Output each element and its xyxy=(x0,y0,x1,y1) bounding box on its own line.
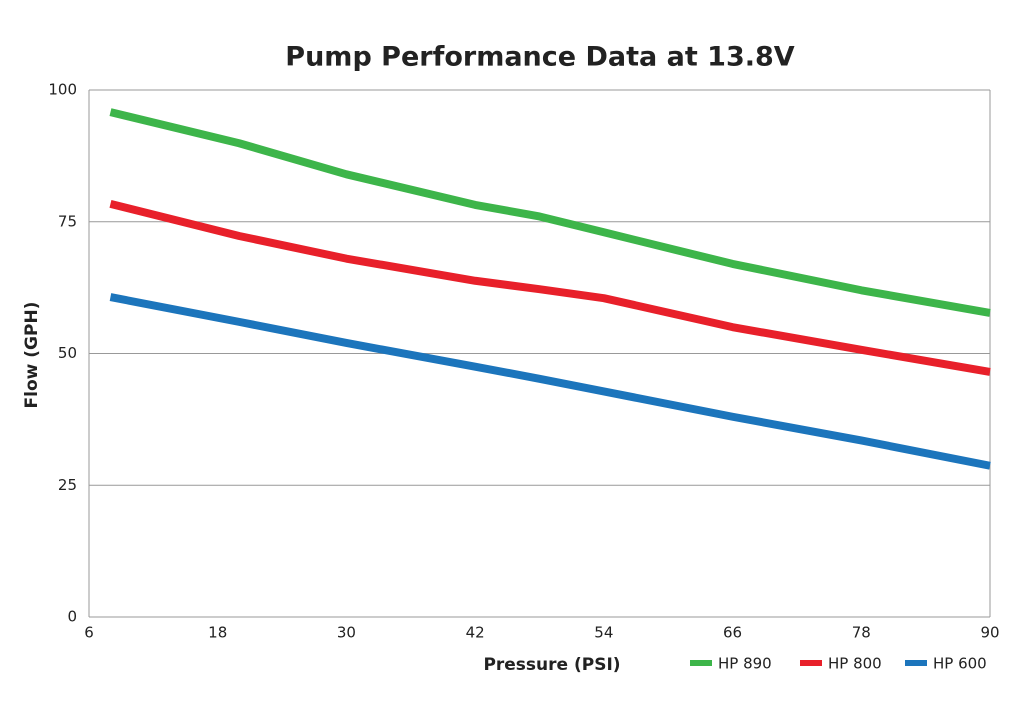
x-tick-label: 54 xyxy=(594,624,613,642)
x-tick-label: 6 xyxy=(84,624,94,642)
chart-title: Pump Performance Data at 13.8V xyxy=(285,42,794,73)
x-axis-title: Pressure (PSI) xyxy=(483,655,620,675)
x-tick-label: 66 xyxy=(723,624,742,642)
y-tick-label: 25 xyxy=(58,476,77,494)
x-tick-label: 18 xyxy=(208,624,227,642)
legend-label: HP 890 xyxy=(718,655,772,673)
y-tick-label: 0 xyxy=(67,608,77,626)
x-tick-label: 30 xyxy=(337,624,356,642)
x-tick-label: 78 xyxy=(852,624,871,642)
y-axis-title: Flow (GPH) xyxy=(22,302,42,409)
series-line xyxy=(109,199,991,376)
series-line xyxy=(109,293,991,470)
y-tick-label: 75 xyxy=(58,212,77,230)
legend-label: HP 600 xyxy=(933,655,987,673)
x-tick-label: 90 xyxy=(980,624,999,642)
y-tick-label: 50 xyxy=(58,344,77,362)
series-line xyxy=(109,108,991,317)
x-tick-label: 42 xyxy=(466,624,485,642)
y-tick-label: 100 xyxy=(48,81,77,99)
legend-label: HP 800 xyxy=(828,655,882,673)
